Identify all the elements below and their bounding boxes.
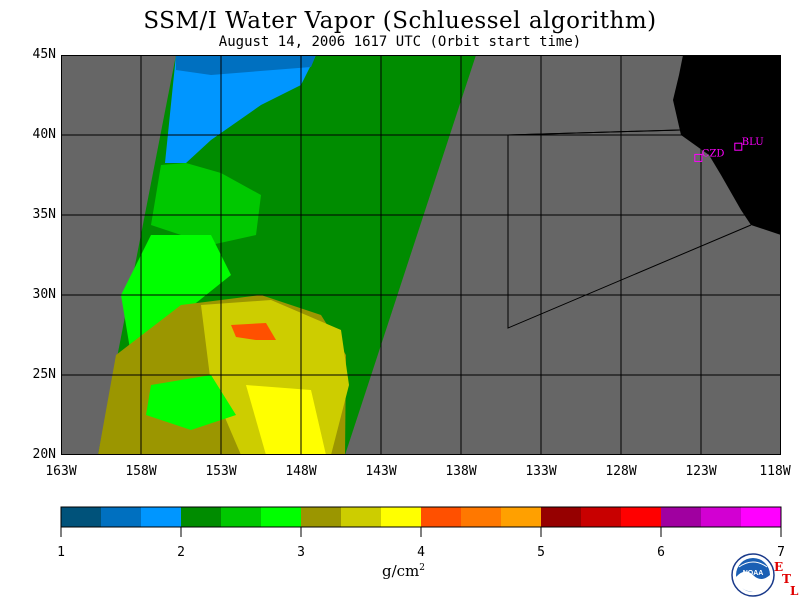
colorbar-swatch — [741, 507, 782, 527]
water-vapor-map: CZD BLU — [61, 55, 781, 455]
swath-high-vapor-spot — [231, 323, 276, 340]
colorbar-tick-label: 2 — [177, 545, 185, 560]
colorbar-swatch — [621, 507, 662, 527]
colorbar-swatch — [581, 507, 622, 527]
etl-letter-l: L — [790, 584, 799, 598]
station-marker-blu — [734, 142, 743, 151]
swath-yellow-region — [246, 385, 326, 455]
noaa-logo: NOAA — [731, 553, 775, 597]
lon-label: 118W — [759, 464, 791, 479]
lon-label: 143W — [365, 464, 397, 479]
lat-label: 30N — [32, 287, 56, 302]
lat-label: 40N — [32, 127, 56, 142]
colorbar-swatch — [341, 507, 382, 527]
lon-label: 123W — [685, 464, 717, 479]
colorbar-tick-label: 4 — [417, 545, 425, 560]
colorbar-swatch — [101, 507, 142, 527]
swath-very-low-vapor-region — [176, 55, 316, 75]
units-text: g/cm — [382, 562, 420, 580]
stations-layer: CZD BLU — [694, 137, 764, 162]
land-mass — [673, 55, 781, 235]
colorbar-swatch — [141, 507, 182, 527]
colorbar-tick-label: 7 — [777, 545, 785, 560]
swath-green-band-1 — [151, 163, 261, 245]
colorbar-swatch — [421, 507, 462, 527]
lat-label: 45N — [32, 47, 56, 62]
lat-label: 35N — [32, 207, 56, 222]
lon-label: 138W — [445, 464, 477, 479]
lat-lon-grid — [61, 55, 781, 455]
colorbar-swatch — [661, 507, 702, 527]
colorbar-swatch — [381, 507, 422, 527]
station-marker-czd — [694, 153, 703, 162]
colorbar-swatch — [61, 507, 102, 527]
swath-low-vapor-region — [165, 55, 316, 163]
etl-letter-t: T — [782, 572, 791, 586]
colorbar-tick-label: 5 — [537, 545, 545, 560]
colorbar-swatch — [181, 507, 222, 527]
station-label-czd: CZD — [702, 148, 725, 159]
colorbar-tick-label: 6 — [657, 545, 665, 560]
colorbar-tick-label: 3 — [297, 545, 305, 560]
station-label-blu: BLU — [742, 137, 764, 148]
etl-letter-e: E — [774, 560, 784, 574]
map-title: SSM/I Water Vapor (Schluessel algorithm) — [143, 8, 657, 34]
units-exponent: 2 — [419, 563, 426, 573]
lat-label: 20N — [32, 447, 56, 462]
colorbar-swatch — [541, 507, 582, 527]
colorbar-swatch — [221, 507, 262, 527]
map-border — [61, 55, 781, 455]
lon-label: 148W — [285, 464, 317, 479]
colorbar-tick-label: 1 — [57, 545, 65, 560]
lat-label: 25N — [32, 367, 56, 382]
colorbar-swatch — [261, 507, 302, 527]
map-subtitle: August 14, 2006 1617 UTC (Orbit start ti… — [218, 34, 582, 50]
colorbar-swatch — [461, 507, 502, 527]
swath-bright-green-patch — [146, 375, 236, 430]
lon-label: 128W — [605, 464, 637, 479]
noaa-logo-text: NOAA — [743, 570, 764, 577]
lon-label: 133W — [525, 464, 557, 479]
region-outline-path — [507, 129, 752, 329]
lon-label: 153W — [205, 464, 237, 479]
units-label: g/cm2 — [382, 562, 425, 580]
colorbar-swatch — [701, 507, 742, 527]
colorbar — [60, 506, 782, 537]
colorbar-swatch — [501, 507, 542, 527]
lon-label: 163W — [45, 464, 77, 479]
colorbar-swatch — [301, 507, 342, 527]
lon-label: 158W — [125, 464, 157, 479]
